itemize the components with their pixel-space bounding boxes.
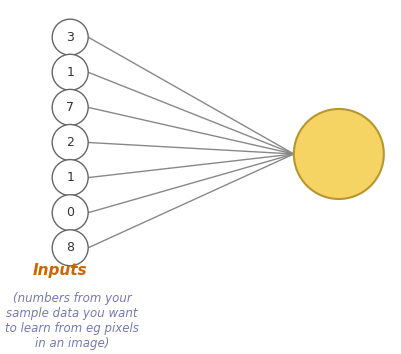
- Ellipse shape: [52, 125, 88, 160]
- Ellipse shape: [52, 89, 88, 125]
- Ellipse shape: [294, 109, 384, 199]
- Ellipse shape: [52, 54, 88, 90]
- Ellipse shape: [52, 195, 88, 231]
- Text: (numbers from your
sample data you want
to learn from eg pixels
in an image): (numbers from your sample data you want …: [5, 292, 139, 350]
- Ellipse shape: [52, 230, 88, 266]
- Text: 2: 2: [66, 136, 74, 149]
- Text: 0: 0: [66, 206, 74, 219]
- Text: Inputs: Inputs: [33, 263, 87, 278]
- Text: 8: 8: [66, 241, 74, 254]
- Text: 1: 1: [66, 66, 74, 79]
- Text: 1: 1: [66, 171, 74, 184]
- Ellipse shape: [52, 19, 88, 55]
- Text: 3: 3: [66, 31, 74, 44]
- Ellipse shape: [52, 160, 88, 196]
- Text: 7: 7: [66, 101, 74, 114]
